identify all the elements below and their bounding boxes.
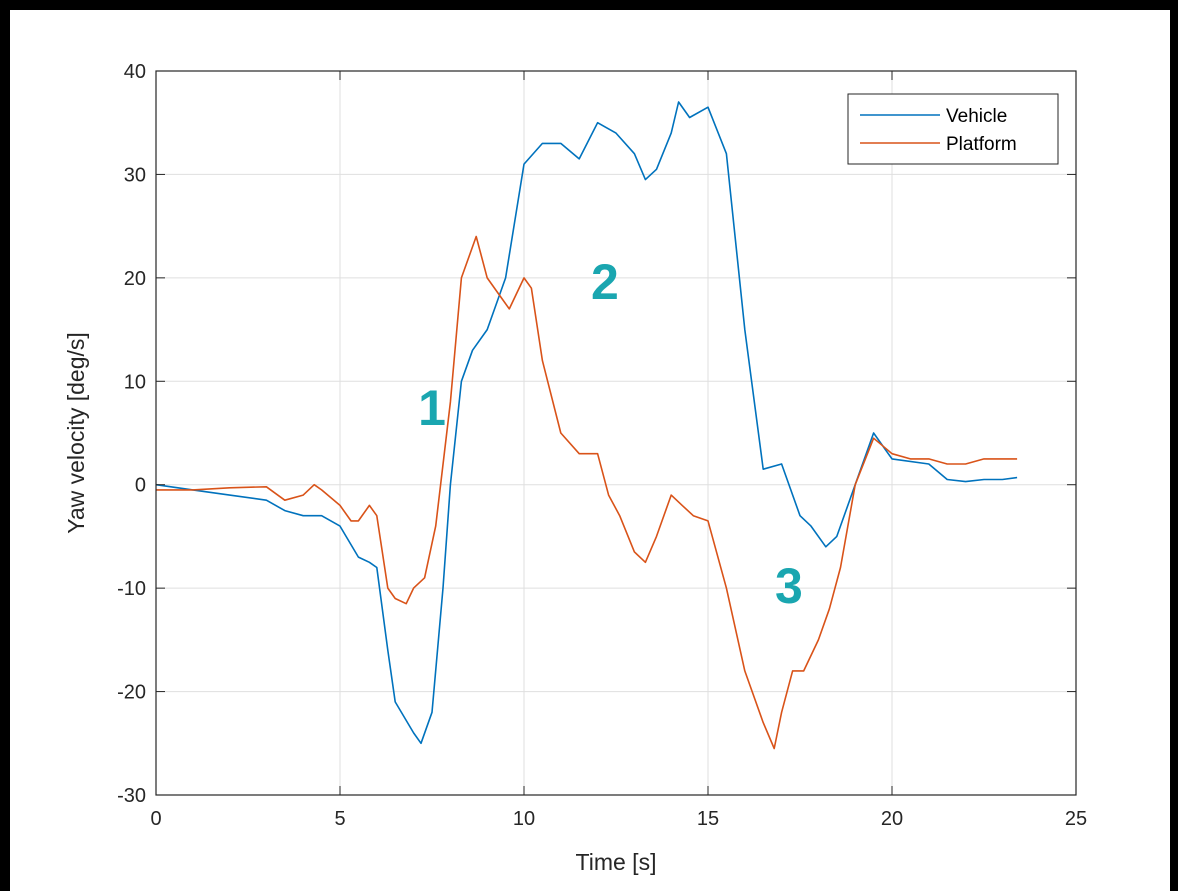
region-label: 1 bbox=[418, 380, 446, 436]
axis-ticks: 0 5 10 15 20 25 -30 -20 -10 0 10 20 30 40 bbox=[117, 61, 1087, 830]
chart-frame: 0 5 10 15 20 25 -30 -20 -10 0 10 20 30 40 1 2 3 Vehicle… bbox=[10, 10, 1170, 891]
plot-background bbox=[156, 71, 1076, 795]
y-tick-label: -10 bbox=[117, 578, 146, 600]
region-label: 3 bbox=[775, 558, 803, 614]
y-axis-label: Yaw velocity [deg/s] bbox=[63, 332, 89, 534]
region-annotations: 1 2 3 bbox=[418, 254, 803, 614]
legend-label: Platform bbox=[946, 134, 1017, 155]
legend: Vehicle Platform bbox=[847, 93, 1059, 165]
x-tick-label: 0 bbox=[150, 808, 161, 830]
plot-border bbox=[155, 70, 1077, 796]
line-chart: 0 5 10 15 20 25 -30 -20 -10 0 10 20 30 40 1 2 3 Vehicle… bbox=[63, 61, 1087, 875]
x-tick-label: 20 bbox=[881, 808, 903, 830]
legend-box bbox=[847, 93, 1059, 165]
y-tick-label: 40 bbox=[124, 61, 146, 83]
y-tick-label: 20 bbox=[124, 268, 146, 290]
grid-lines bbox=[156, 71, 1076, 795]
x-tick-label: 25 bbox=[1065, 808, 1087, 830]
series-line-vehicle bbox=[155, 101, 1018, 745]
series-line-platform bbox=[156, 235, 1018, 750]
series-lines bbox=[155, 101, 1018, 750]
legend-label: Vehicle bbox=[946, 106, 1007, 127]
y-tick-label: 10 bbox=[124, 371, 146, 393]
x-tick-label: 5 bbox=[334, 808, 345, 830]
x-tick-label: 10 bbox=[513, 808, 535, 830]
y-tick-label: -20 bbox=[117, 682, 146, 704]
region-label: 2 bbox=[591, 254, 619, 310]
y-tick-label: 0 bbox=[135, 475, 146, 497]
x-tick-label: 15 bbox=[697, 808, 719, 830]
y-tick-label: 30 bbox=[124, 164, 146, 186]
y-tick-label: -30 bbox=[117, 785, 146, 807]
x-axis-label: Time [s] bbox=[576, 849, 657, 875]
